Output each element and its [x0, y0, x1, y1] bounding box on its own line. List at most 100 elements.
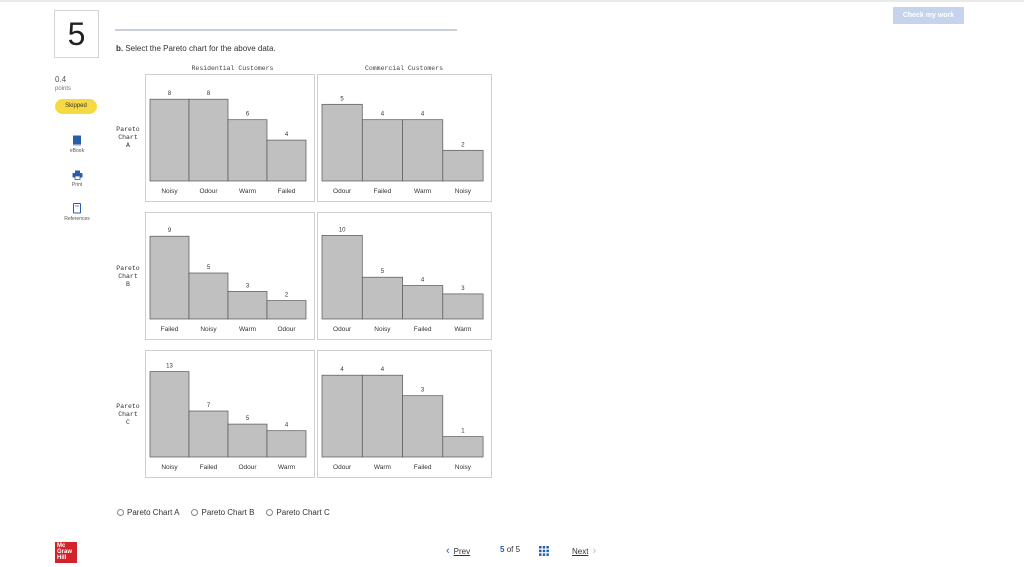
chart-panel-b-residential: 9 Failed 5 Noisy 3 Warm 2 Odour: [145, 212, 315, 340]
radio-button[interactable]: [191, 509, 199, 516]
data-label: 9: [168, 228, 172, 234]
row-label-line: Chart: [118, 411, 138, 418]
commercial-column-title: Commercial Customers: [364, 65, 443, 72]
radio-button[interactable]: [117, 509, 124, 516]
grid-icon[interactable]: [539, 546, 549, 556]
bar-noisy: [149, 98, 190, 182]
option-chart-c[interactable]: Pareto Chart C: [266, 508, 330, 517]
bar-noisy: [149, 371, 190, 458]
data-label: 10: [339, 227, 346, 233]
data-label: 4: [285, 132, 289, 138]
category-label: Failed: [200, 464, 218, 471]
row-label-chart-b: Pareto Chart B: [113, 265, 143, 289]
bar-failed: [402, 285, 444, 320]
category-label: Odour: [333, 326, 352, 333]
bar-noisy: [442, 149, 484, 182]
bar-odour: [321, 103, 363, 182]
bar-chart: 13 Noisy 7 Failed 5 Odour 4 Warm: [149, 364, 307, 471]
bar-failed: [149, 235, 190, 320]
option-chart-b[interactable]: Pareto Chart B: [191, 508, 254, 517]
row-label-line: A: [126, 142, 130, 149]
category-label: Warm: [414, 188, 431, 195]
residential-column-title: Residential Customers: [191, 65, 274, 72]
category-label: Noisy: [374, 326, 391, 333]
category-label: Odour: [199, 188, 218, 195]
data-label: 4: [421, 112, 425, 118]
bar-warm: [442, 293, 484, 320]
bar-chart: 8 Noisy 8 Odour 6 Warm 4 Failed: [149, 91, 307, 195]
points-unit: points: [55, 86, 72, 92]
data-label: 4: [285, 423, 289, 429]
data-label: 2: [285, 293, 289, 299]
bar-warm: [361, 374, 403, 458]
category-label: Odour: [333, 188, 352, 195]
data-label: 3: [421, 388, 425, 394]
bar-warm: [227, 119, 268, 182]
bar-odour: [321, 235, 363, 320]
option-label: Pareto Chart C: [276, 508, 330, 517]
category-label: Failed: [161, 326, 179, 333]
prev-label: Prev: [453, 546, 471, 556]
bar-failed: [402, 395, 444, 458]
print-tool[interactable]: Print: [58, 170, 96, 188]
radio-button[interactable]: [266, 509, 274, 516]
category-label: Warm: [454, 326, 471, 333]
mcgraw-hill-logo: Mc Graw Hill: [55, 542, 77, 563]
data-label: 13: [166, 364, 173, 370]
data-label: 1: [461, 429, 465, 435]
row-label-line: B: [126, 281, 130, 288]
row-label-line: Pareto: [116, 265, 140, 272]
page-counter: 5 of 5: [500, 545, 520, 554]
references-label: References: [64, 216, 90, 222]
data-label: 8: [168, 91, 172, 97]
bar-chart: 10 Odour 5 Noisy 4 Failed 3 Warm: [321, 227, 484, 333]
bar-chart: 4 Odour 4 Warm 3 Failed 1 Noisy: [321, 367, 484, 471]
references-tool[interactable]: References: [58, 203, 96, 222]
progress-line: [115, 29, 457, 31]
data-label: 3: [461, 286, 465, 292]
category-label: Failed: [278, 188, 296, 195]
bar-noisy: [442, 436, 484, 458]
next-button[interactable]: Next ›: [572, 545, 596, 557]
row-label-line: Pareto: [116, 403, 140, 410]
check-my-work-button[interactable]: Check my work: [893, 7, 964, 24]
bar-odour: [321, 374, 363, 458]
data-label: 5: [340, 96, 344, 102]
chart-panel-c-residential: 13 Noisy 7 Failed 5 Odour 4 Warm: [145, 350, 315, 478]
status-badge: Skipped: [55, 99, 97, 114]
data-label: 4: [381, 112, 385, 118]
bar-noisy: [188, 272, 229, 320]
option-label: Pareto Chart B: [201, 508, 255, 517]
page-total: of 5: [506, 545, 521, 554]
category-label: Odour: [277, 326, 296, 333]
chevron-left-icon: ‹: [446, 545, 450, 557]
data-label: 4: [381, 367, 385, 373]
ebook-tool[interactable]: eBook: [58, 135, 96, 154]
chevron-right-icon: ›: [592, 545, 597, 557]
print-label: Print: [71, 182, 83, 188]
category-label: Noisy: [455, 464, 472, 471]
ebook-label: eBook: [69, 148, 85, 154]
data-label: 5: [246, 416, 250, 422]
category-label: Noisy: [455, 188, 472, 195]
row-label-chart-a: Pareto Chart A: [113, 126, 143, 150]
option-chart-a[interactable]: Pareto Chart A: [117, 508, 179, 517]
logo-line: Graw: [57, 549, 73, 555]
bar-failed: [188, 410, 229, 458]
row-label-line: Chart: [118, 134, 138, 141]
data-label: 8: [207, 91, 211, 97]
prompt-text: Select the Pareto chart for the above da…: [125, 44, 276, 53]
data-label: 3: [246, 283, 250, 289]
category-label: Warm: [374, 464, 391, 471]
category-label: Odour: [333, 464, 352, 471]
category-label: Noisy: [161, 464, 178, 471]
document-icon: [73, 203, 81, 214]
current-page: 5: [500, 545, 505, 554]
prev-button[interactable]: ‹ Prev: [446, 545, 470, 557]
chart-panel-c-commercial: 4 Odour 4 Warm 3 Failed 1 Noisy: [317, 350, 492, 478]
category-label: Warm: [278, 464, 295, 471]
option-label: Pareto Chart A: [127, 508, 180, 517]
category-label: Failed: [414, 464, 432, 471]
points-value: 0.4: [55, 75, 67, 84]
bar-failed: [266, 139, 307, 182]
